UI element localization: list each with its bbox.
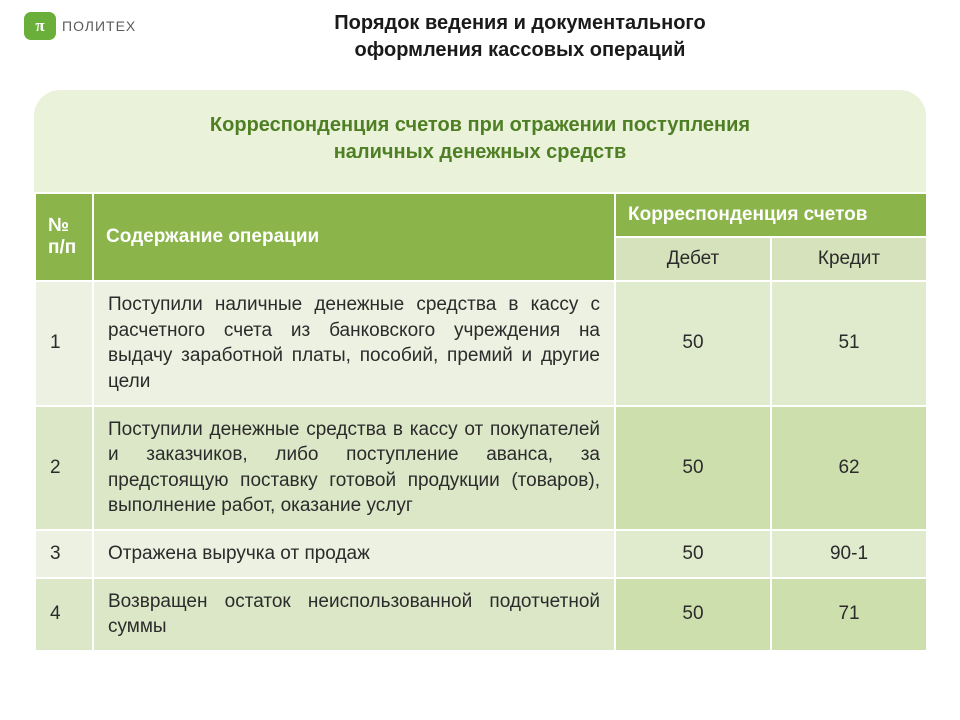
cell-number: 1 — [35, 281, 93, 406]
cell-debit: 50 — [615, 281, 771, 406]
col-header-correspondence: Корреспонденция счетов — [615, 193, 927, 237]
cell-description: Возвращен остаток неиспользованной подот… — [93, 578, 615, 651]
table-row: 1 Поступили наличные денежные средства в… — [35, 281, 927, 406]
correspondence-table: № п/п Содержание операции Корреспонденци… — [34, 192, 926, 652]
cell-credit: 71 — [771, 578, 927, 651]
col-header-debit: Дебет — [615, 237, 771, 281]
cell-credit: 90-1 — [771, 530, 927, 578]
cell-debit: 50 — [615, 578, 771, 651]
cell-debit: 50 — [615, 530, 771, 578]
section-banner: Корреспонденция счетов при отражении пос… — [34, 90, 926, 192]
page-title: Порядок ведения и документального оформл… — [0, 0, 960, 64]
cell-credit: 51 — [771, 281, 927, 406]
cell-description: Отражена выручка от продаж — [93, 530, 615, 578]
cell-description: Поступили наличные денежные средства в к… — [93, 281, 615, 406]
table-row: 2 Поступили денежные средства в кассу от… — [35, 406, 927, 531]
logo-badge-icon: π — [24, 12, 56, 40]
cell-number: 2 — [35, 406, 93, 531]
cell-number: 4 — [35, 578, 93, 651]
cell-debit: 50 — [615, 406, 771, 531]
col-header-description: Содержание операции — [93, 193, 615, 281]
table-row: 4 Возвращен остаток неиспользованной под… — [35, 578, 927, 651]
col-header-number: № п/п — [35, 193, 93, 281]
logo: π ПОЛИТЕХ — [24, 12, 136, 40]
table-row: 3 Отражена выручка от продаж 50 90-1 — [35, 530, 927, 578]
cell-number: 3 — [35, 530, 93, 578]
logo-text: ПОЛИТЕХ — [62, 18, 136, 34]
col-header-credit: Кредит — [771, 237, 927, 281]
cell-description: Поступили денежные средства в кассу от п… — [93, 406, 615, 531]
cell-credit: 62 — [771, 406, 927, 531]
